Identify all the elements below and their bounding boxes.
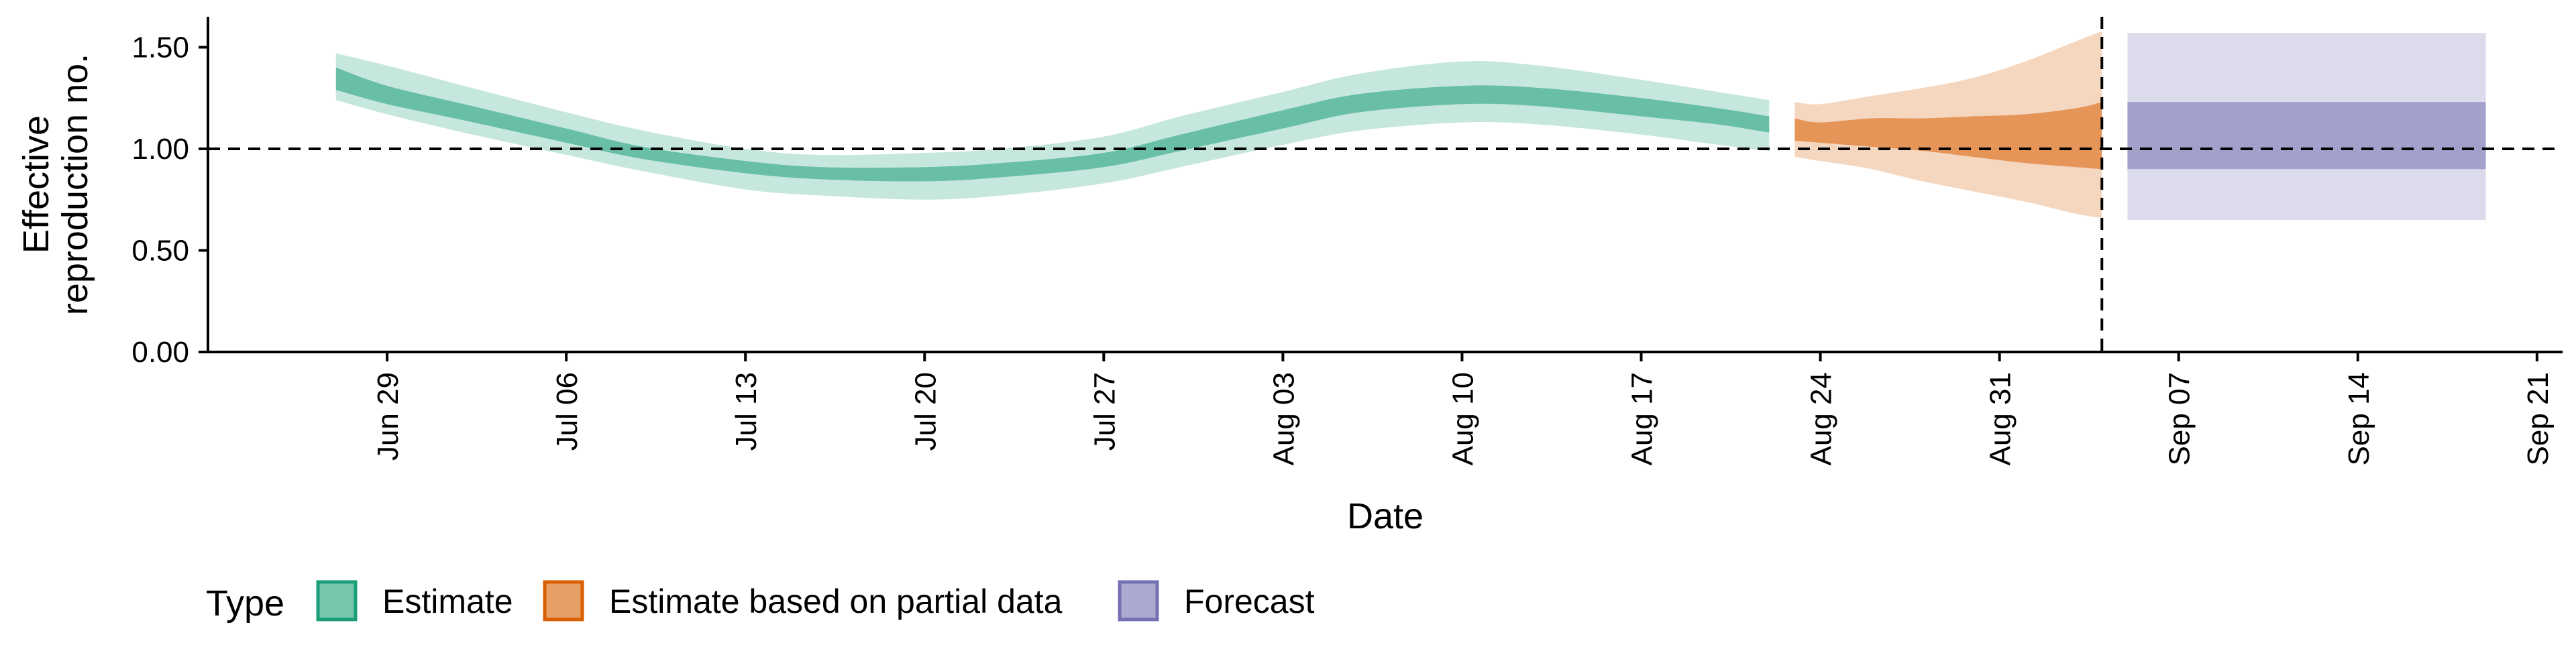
y-axis-title: Effectivereproduction no. — [16, 54, 95, 315]
x-tick-label: Sep 14 — [2343, 372, 2375, 465]
ribbon-50-partial-data — [1794, 102, 2102, 170]
legend-label-estimate: Estimate — [382, 583, 513, 620]
x-tick-label: Aug 03 — [1267, 372, 1300, 465]
x-tick-label: Jul 06 — [551, 372, 584, 451]
y-tick-label: 0.00 — [131, 336, 189, 369]
x-tick-label: Sep 21 — [2522, 372, 2555, 465]
legend-label-forecast: Forecast — [1184, 583, 1315, 620]
x-tick-label: Jul 20 — [909, 372, 942, 451]
legend-label-partial-data: Estimate based on partial data — [609, 583, 1063, 620]
legend-key-estimate — [316, 580, 358, 622]
legend-title: Type — [206, 583, 284, 624]
x-tick-label: Aug 17 — [1626, 372, 1659, 465]
legend-key-forecast — [1118, 580, 1159, 622]
y-tick-label: 1.00 — [131, 133, 189, 166]
ribbon-layer — [335, 31, 2486, 221]
x-tick-label: Jul 13 — [730, 372, 763, 451]
x-tick-label: Aug 10 — [1446, 372, 1479, 465]
y-axis-title-line: Effective — [16, 115, 56, 253]
x-tick-label: Aug 31 — [1984, 372, 2017, 465]
y-tick-label: 1.50 — [131, 31, 189, 64]
legend-key-partial-data — [543, 580, 584, 622]
axes-layer: 0.00 0.50 1.00 1.50 Jun 29 Jul 06 Jul 13 Jul 20… — [16, 17, 2563, 536]
legend: Type Estimate Estimate based on partial da… — [206, 580, 1315, 624]
x-tick-label: Jul 27 — [1088, 372, 1121, 451]
x-tick-label: Jun 29 — [372, 372, 405, 461]
ribbon-50-estimate — [335, 67, 1770, 182]
x-axis-title: Date — [1347, 496, 1424, 536]
y-axis-title-line: reproduction no. — [55, 54, 95, 315]
y-tick-label: 0.50 — [131, 234, 189, 267]
reference-line-layer — [208, 17, 2563, 352]
x-tick-label: Aug 24 — [1805, 372, 1838, 465]
x-tick-label: Sep 07 — [2163, 372, 2196, 465]
ribbon-50-forecast — [2127, 102, 2486, 170]
